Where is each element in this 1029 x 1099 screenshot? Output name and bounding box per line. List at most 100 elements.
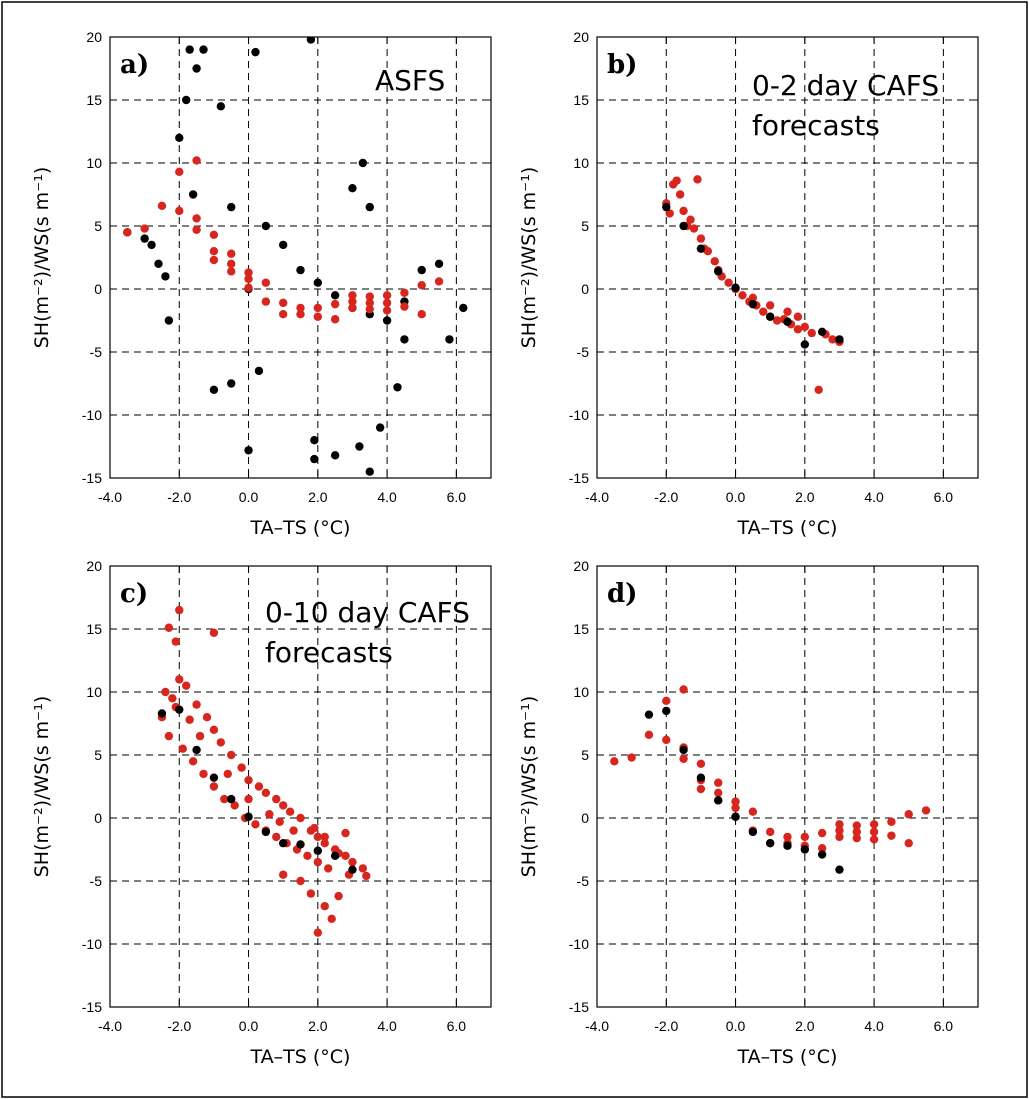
panel-c-series-0-point-14 — [244, 776, 253, 785]
panel-a-series-0-point-17 — [306, 37, 316, 44]
panel-c-title-line-1: forecasts — [265, 636, 393, 669]
panel-c-series-0-point-16 — [261, 788, 271, 797]
panel-c-series-0-point-20 — [296, 813, 305, 823]
panel-c-series-0-point-46 — [251, 820, 260, 829]
panel-b-series-0-point-5 — [679, 206, 688, 216]
panel-c-series-0-point-55 — [341, 828, 350, 838]
panel-c-series-0-point-52 — [313, 857, 323, 867]
panel-d-series-0-point-1 — [627, 753, 636, 762]
panel-b-points — [662, 175, 844, 394]
panel-d-series-0-point-38 — [904, 810, 913, 819]
panel-c-series-1-point-5 — [244, 812, 253, 821]
panel-d-series-0-point-36 — [887, 817, 896, 826]
panel-d-series-0-point-14 — [731, 797, 740, 806]
panel-d-ytick-label-3: 0 — [581, 810, 589, 826]
panel-c-ylabel: SH(m⁻²)/WS(s m⁻¹) — [31, 696, 53, 878]
panel-d-series-0-point-12 — [714, 788, 723, 797]
panel-b-series-0-point-23 — [772, 316, 782, 325]
panel-a-series-1-point-31 — [365, 298, 374, 308]
panel-c-series-0-point-3 — [209, 628, 219, 637]
panel-d-ytick-label-5: 10 — [573, 684, 589, 700]
panel-d-xlabel: TA–TS (°C) — [737, 1046, 838, 1068]
panel-c-series-0-point-38 — [164, 731, 174, 741]
panel-b-series-1-point-3 — [714, 267, 723, 276]
panel-a-ytick-label-1: -10 — [82, 407, 102, 423]
panel-c-series-1-point-2 — [192, 745, 201, 755]
panel-b-series-0-point-36 — [793, 312, 803, 321]
panel-a-series-0-point-7 — [182, 95, 191, 105]
panels: -4.0 -2.0 0.0 2.0 4.0 6.0 -15 -10 -5 0 5 10 15 20 TA–T… — [31, 29, 979, 1068]
panel-d-series-0-point-10 — [696, 784, 706, 794]
panel-c-series-0-point-2 — [171, 637, 181, 646]
panel-c-ytick-label-5: 10 — [86, 684, 102, 700]
panel-a-series-1-point-19 — [278, 298, 288, 308]
panel-b-ytick-label-2: -5 — [577, 344, 590, 360]
panel-d-xtick-label-2: 0.0 — [726, 1018, 746, 1034]
panel-a-xtick-label-3: 2.0 — [308, 489, 328, 505]
panel-a-series-1-point-28 — [348, 297, 357, 306]
panel-b-series-0-point-35 — [748, 293, 758, 303]
panel-a-title-line-0: ASFS — [375, 64, 445, 97]
panel-a-series-1-point-2 — [157, 201, 167, 211]
panel-d-series-0-point-19 — [765, 827, 775, 837]
panel-c-series-0-point-33 — [296, 876, 305, 886]
panel-c-series-1-point-7 — [278, 839, 288, 848]
panel-b-series-0-point-1 — [665, 209, 674, 218]
panel-b-series-1-point-5 — [748, 299, 758, 309]
panel-c-series-0-point-4 — [161, 687, 170, 697]
panel-a-series-0-point-24 — [393, 383, 402, 392]
panel-c-series-0-point-12 — [227, 750, 236, 760]
panel-b-series-1-point-9 — [817, 327, 827, 337]
panel-a-series-0-point-33 — [188, 190, 198, 199]
panel-d-series-0-point-2 — [644, 730, 654, 740]
panel-a-series-1-point-6 — [192, 214, 201, 223]
panel-b-ytick-label-3: 0 — [581, 281, 589, 297]
panel-c-series-0-point-42 — [209, 782, 219, 791]
panel-b-series-1-point-1 — [679, 221, 688, 231]
panel-a-series-1-point-35 — [382, 306, 392, 315]
panel-a-ytick-label-0: -15 — [82, 470, 102, 486]
panel-c-points — [157, 605, 371, 937]
panel-a-series-1-point-18 — [261, 297, 271, 306]
panel-c-xtick-label-1: -2.0 — [167, 1018, 191, 1034]
panel-a-series-1-point-20 — [278, 310, 288, 319]
panel-a-series-1-point-40 — [434, 277, 444, 286]
panel-a-ytick-label-7: 20 — [86, 29, 102, 45]
panel-d-ytick-label-1: -10 — [569, 936, 589, 952]
panel-a-series-0-point-34 — [227, 202, 236, 212]
panel-b-ytick-label-0: -15 — [569, 470, 589, 486]
panel-a-series-0-point-28 — [400, 335, 409, 344]
panel-d-xtick-label-0: -4.0 — [585, 1018, 609, 1034]
panel-a-series-1-point-30 — [365, 292, 374, 301]
panel-a-series-1-point-7 — [192, 225, 201, 234]
panel-c-series-0-point-43 — [220, 794, 229, 804]
panel-a-series-0-point-22 — [365, 467, 374, 476]
panel-a-series-0-point-29 — [417, 265, 426, 275]
panel-c-series-1-point-8 — [296, 840, 305, 849]
panel-c-series-0-point-62 — [310, 823, 319, 833]
panel-d-series-0-point-21 — [783, 832, 792, 842]
panel-d-ylabel: SH(m⁻²)/WS(s m⁻¹) — [518, 696, 540, 878]
panel-b-series-0-point-33 — [783, 307, 792, 316]
panel-a-series-1-point-10 — [209, 255, 219, 265]
panel-b-ytick-label-7: 20 — [573, 29, 589, 45]
panel-a-series-0-point-13 — [227, 379, 236, 388]
panel-c-series-0-point-6 — [175, 675, 184, 684]
panel-c-series-1-point-6 — [261, 827, 271, 837]
panel-a-ytick-label-5: 10 — [86, 155, 102, 171]
panel-c-series-0-point-25 — [341, 851, 350, 860]
panel-d-xtick-label-5: 6.0 — [934, 1018, 954, 1034]
panel-d-series-1-point-8 — [783, 841, 792, 850]
panel-a-series-1-point-14 — [244, 268, 253, 277]
panel-a-series-0-point-20 — [330, 451, 340, 460]
panel-c-series-0-point-58 — [195, 731, 205, 741]
panel-c-series-1-point-9 — [313, 846, 323, 855]
panel-c-series-0-point-8 — [192, 700, 201, 709]
panel-b-series-1-point-2 — [696, 244, 706, 253]
panel-c-series-0-point-19 — [285, 807, 295, 816]
panel-b-series-0-point-27 — [800, 322, 810, 331]
panel-c: -4.0 -2.0 0.0 2.0 4.0 6.0 -15 -10 -5 0 5 10 15 20 TA–T… — [31, 558, 492, 1068]
panel-a-series-1-point-22 — [296, 310, 305, 319]
panel-a-series-0-point-18 — [310, 436, 319, 445]
panel-a-series-1-point-39 — [417, 310, 426, 319]
